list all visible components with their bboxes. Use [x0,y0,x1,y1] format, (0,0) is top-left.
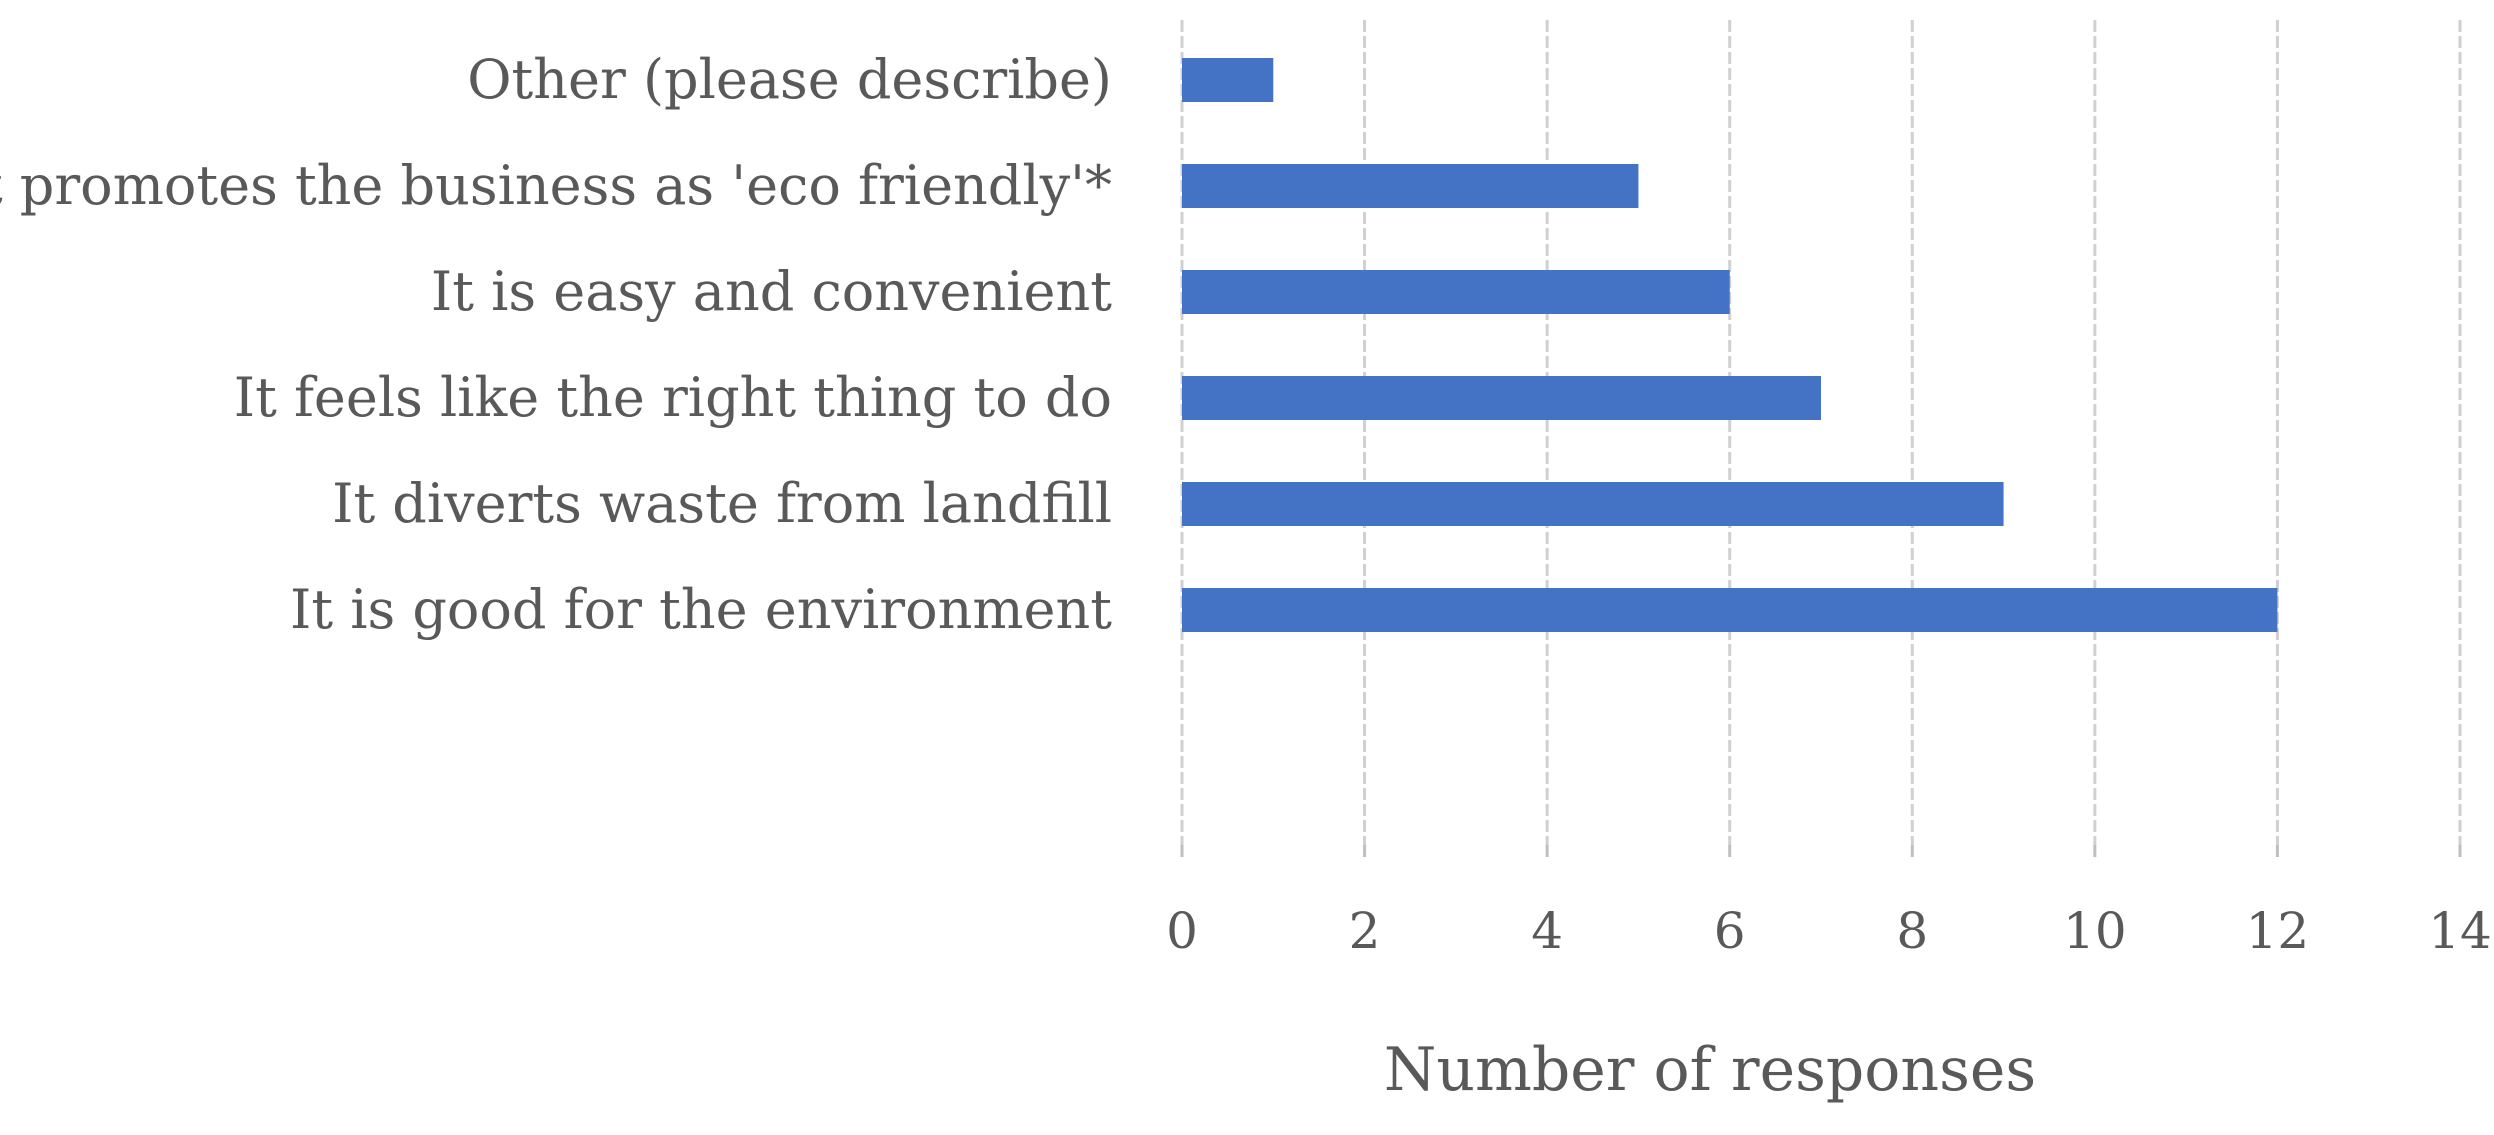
x-tick-label: 0 [1166,902,1198,960]
bar [1182,482,2004,526]
x-tick-label: 10 [2063,902,2127,960]
x-tick-label: 4 [1531,902,1563,960]
category-label: It is good for the environment [290,578,1112,641]
x-tick-label: 6 [1714,902,1746,960]
bars [1182,58,2278,632]
bar [1182,270,1730,314]
bar [1182,164,1639,208]
category-label: It feels like the right thing to do [234,366,1112,429]
category-labels: Other (please describe) It promotes the b… [0,48,1112,641]
x-tick-label: 12 [2246,902,2310,960]
x-axis-title: Number of responses [1384,1035,2036,1105]
bar [1182,376,1821,420]
gridlines [1180,20,2462,845]
x-axis-ticks: 0 2 4 6 8 10 12 14 [1166,845,2492,960]
category-label: It promotes the business as 'eco friendl… [0,154,1112,217]
category-label: It is easy and convenient [431,260,1112,323]
bar [1182,588,2278,632]
x-tick-label: 14 [2428,902,2492,960]
bar [1182,58,1274,102]
category-label: Other (please describe) [467,48,1112,111]
category-label: It diverts waste from landfill [332,472,1112,535]
x-tick-label: 8 [1896,902,1928,960]
x-tick-label: 2 [1349,902,1381,960]
